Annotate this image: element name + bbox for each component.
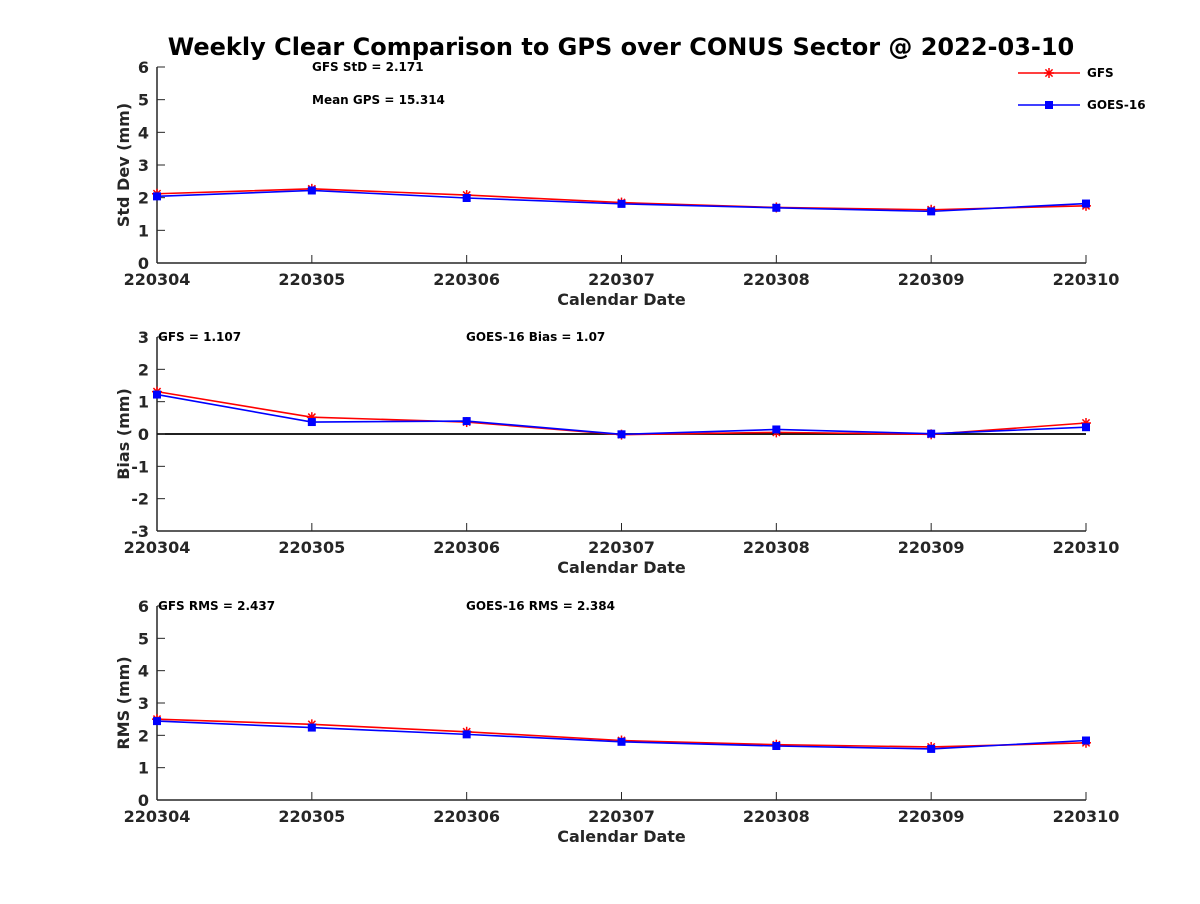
x-tick-label: 220306 <box>433 270 500 289</box>
y-tick-label: -1 <box>131 457 149 476</box>
data-point <box>927 207 936 216</box>
y-tick-label: 4 <box>138 123 149 142</box>
x-tick-label: 220307 <box>588 270 655 289</box>
data-point <box>307 723 316 732</box>
data-point <box>462 730 471 739</box>
series-line <box>156 390 1087 436</box>
x-tick-label: 220307 <box>588 538 655 557</box>
y-tick-label: 6 <box>138 597 149 616</box>
annotation-text: GFS = 1.107 <box>158 330 241 344</box>
data-point <box>772 425 781 434</box>
x-tick-label: 220306 <box>433 538 500 557</box>
series-goes-16 <box>153 390 1090 439</box>
data-point <box>462 193 471 202</box>
x-tick-label: 220309 <box>898 807 965 826</box>
data-point <box>927 744 936 753</box>
data-point <box>617 430 626 439</box>
legend-entry: GOES-16 <box>1018 98 1146 112</box>
x-tick-label: 220309 <box>898 538 965 557</box>
data-point <box>772 203 781 212</box>
y-tick-label: 4 <box>138 662 149 681</box>
data-point <box>1082 423 1090 432</box>
legend-marker <box>1044 68 1054 78</box>
y-tick-label: -2 <box>131 490 149 509</box>
y-tick-label: -3 <box>131 522 149 541</box>
legend-entry: GFS <box>1018 66 1114 80</box>
x-tick-label: 220304 <box>124 538 191 557</box>
y-tick-label: 3 <box>138 328 149 347</box>
y-tick-label: 5 <box>138 91 149 110</box>
x-axis-label: Calendar Date <box>557 558 686 577</box>
series-goes-16 <box>153 186 1090 216</box>
y-axis-label: Bias (mm) <box>114 388 133 480</box>
data-point <box>153 717 161 726</box>
legend: GFS GOES-16 <box>1018 66 1146 112</box>
x-tick-label: 220305 <box>278 807 345 826</box>
data-point <box>307 186 316 195</box>
series-gfs <box>152 714 1091 752</box>
annotation-text: GFS StD = 2.171 <box>312 60 424 74</box>
data-point <box>617 737 626 746</box>
x-tick-label: 220305 <box>278 538 345 557</box>
chart-title: Weekly Clear Comparison to GPS over CONU… <box>168 33 1075 61</box>
x-tick-label: 220310 <box>1053 270 1120 289</box>
y-tick-label: 6 <box>138 58 149 77</box>
data-point <box>153 390 161 399</box>
annotation-text: GOES-16 RMS = 2.384 <box>466 599 615 613</box>
x-tick-label: 220308 <box>743 807 810 826</box>
y-tick-label: 1 <box>138 759 149 778</box>
x-tick-label: 220305 <box>278 270 345 289</box>
annotation-text: Mean GPS = 15.314 <box>312 93 445 107</box>
x-axis-label: Calendar Date <box>557 290 686 309</box>
panel-rms: 0 1 2 3 4 5 6 220304 220305 220306 220307 220308 220… <box>114 597 1119 846</box>
y-tick-label: 2 <box>138 360 149 379</box>
x-tick-label: 220310 <box>1053 807 1120 826</box>
legend-label: GFS <box>1087 66 1114 80</box>
legend-label: GOES-16 <box>1087 98 1146 112</box>
x-tick-label: 220304 <box>124 807 191 826</box>
data-point <box>1082 199 1090 208</box>
x-tick-label: 220309 <box>898 270 965 289</box>
y-tick-label: 0 <box>138 254 149 273</box>
y-tick-label: 0 <box>138 791 149 810</box>
data-point <box>307 418 316 427</box>
y-tick-label: 2 <box>138 189 149 208</box>
y-axis-label: RMS (mm) <box>114 656 133 749</box>
x-tick-label: 220306 <box>433 807 500 826</box>
data-point <box>927 429 936 438</box>
y-tick-label: 5 <box>138 629 149 648</box>
data-point <box>772 742 781 751</box>
annotation-text: GOES-16 Bias = 1.07 <box>466 330 605 344</box>
x-tick-label: 220308 <box>743 538 810 557</box>
y-tick-label: 1 <box>138 393 149 412</box>
data-point <box>153 192 161 201</box>
annotation-text: GFS RMS = 2.437 <box>158 599 275 613</box>
panel-bias: -3 -2 -1 0 1 2 3 220304 220305 220306 220307 220308… <box>114 328 1119 577</box>
data-point <box>617 199 626 208</box>
y-tick-label: 3 <box>138 694 149 713</box>
series-goes-16 <box>153 717 1090 753</box>
x-tick-label: 220310 <box>1053 538 1120 557</box>
panel-std: 0 1 2 3 4 5 6 220304 220305 220306 220307 220308 220… <box>114 58 1119 309</box>
y-tick-label: 2 <box>138 726 149 745</box>
y-tick-label: 0 <box>138 425 149 444</box>
y-tick-label: 1 <box>138 221 149 240</box>
x-tick-label: 220307 <box>588 807 655 826</box>
x-axis-label: Calendar Date <box>557 827 686 846</box>
x-tick-label: 220304 <box>124 270 191 289</box>
y-axis-label: Std Dev (mm) <box>114 103 133 227</box>
x-tick-label: 220308 <box>743 270 810 289</box>
data-point <box>1082 736 1090 745</box>
y-tick-label: 3 <box>138 156 149 175</box>
legend-marker <box>1045 101 1053 109</box>
data-point <box>462 417 471 426</box>
